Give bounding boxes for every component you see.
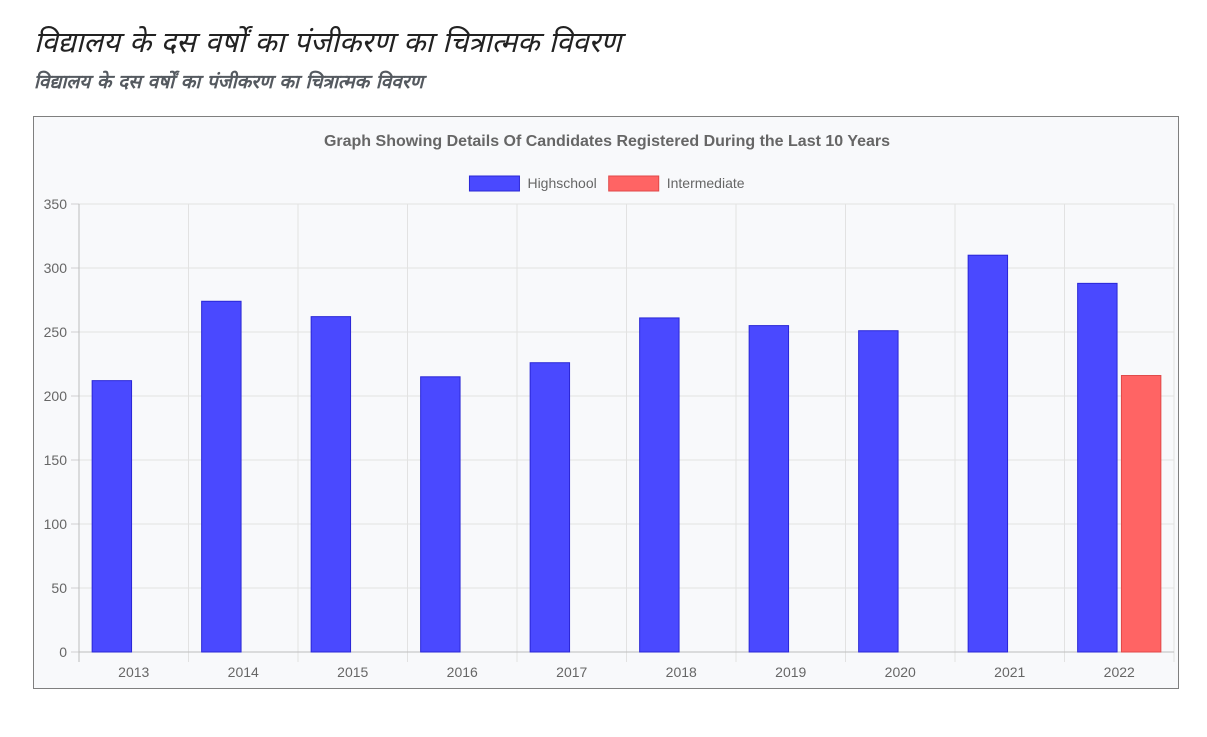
bar-chart: 0 50 100 150 200 250 300 350 2013 2014 2015 2016 201… — [44, 133, 1175, 680]
chart-container: 0 50 100 150 200 250 300 350 2013 2014 2015 2016 201… — [33, 116, 1179, 689]
legend-swatch — [468, 175, 520, 192]
x-tick-label: 2022 — [1104, 664, 1135, 680]
y-tick-label: 50 — [51, 580, 67, 596]
y-tick-label: 200 — [44, 388, 68, 404]
x-tick-label: 2015 — [337, 664, 368, 680]
x-tick-label: 2021 — [994, 664, 1025, 680]
page-subtitle: विद्यालय के दस वर्षों का पंजीकरण का चित्… — [34, 71, 424, 93]
bar-highschool-2018[interactable] — [639, 317, 680, 653]
page-title: विद्यालय के दस वर्षों का पंजीकरण का चित्… — [34, 25, 622, 59]
legend-label: Intermediate — [667, 175, 745, 191]
bar-highschool-2015[interactable] — [310, 316, 352, 653]
legend[interactable]: Highschool Intermediate — [468, 175, 745, 192]
x-tick-label: 2019 — [775, 664, 806, 680]
legend-item-intermediate[interactable]: Intermediate — [608, 175, 745, 192]
bar-highschool-2020[interactable] — [858, 330, 899, 653]
chart-title: Graph Showing Details Of Candidates Regi… — [324, 133, 890, 150]
bars — [91, 254, 1162, 653]
bar-highschool-2021[interactable] — [967, 254, 1009, 653]
y-tick-label: 350 — [44, 196, 68, 212]
bar-highschool-2014[interactable] — [201, 300, 242, 653]
legend-label: Highschool — [527, 175, 596, 191]
tick-labels: 0 50 100 150 200 250 300 350 2013 2014 2015 2016 201… — [44, 196, 1135, 680]
x-tick-label: 2017 — [556, 664, 587, 680]
bar-highschool-2016[interactable] — [420, 376, 461, 653]
legend-swatch — [608, 175, 660, 192]
x-tick-label: 2020 — [885, 664, 916, 680]
y-tick-label: 0 — [59, 644, 67, 660]
y-tick-label: 150 — [44, 452, 68, 468]
x-tick-label: 2018 — [666, 664, 697, 680]
y-tick-label: 300 — [44, 260, 68, 276]
bar-highschool-2017[interactable] — [529, 362, 571, 653]
x-tick-label: 2014 — [228, 664, 259, 680]
bar-highschool-2013[interactable] — [91, 380, 133, 653]
bar-intermediate-2022[interactable] — [1120, 375, 1162, 653]
bar-highschool-2022[interactable] — [1077, 282, 1118, 653]
x-tick-label: 2016 — [447, 664, 478, 680]
legend-item-highschool[interactable]: Highschool — [468, 175, 597, 192]
bar-highschool-2019[interactable] — [748, 325, 790, 653]
y-tick-label: 100 — [44, 516, 68, 532]
x-tick-label: 2013 — [118, 664, 149, 680]
y-tick-label: 250 — [44, 324, 68, 340]
